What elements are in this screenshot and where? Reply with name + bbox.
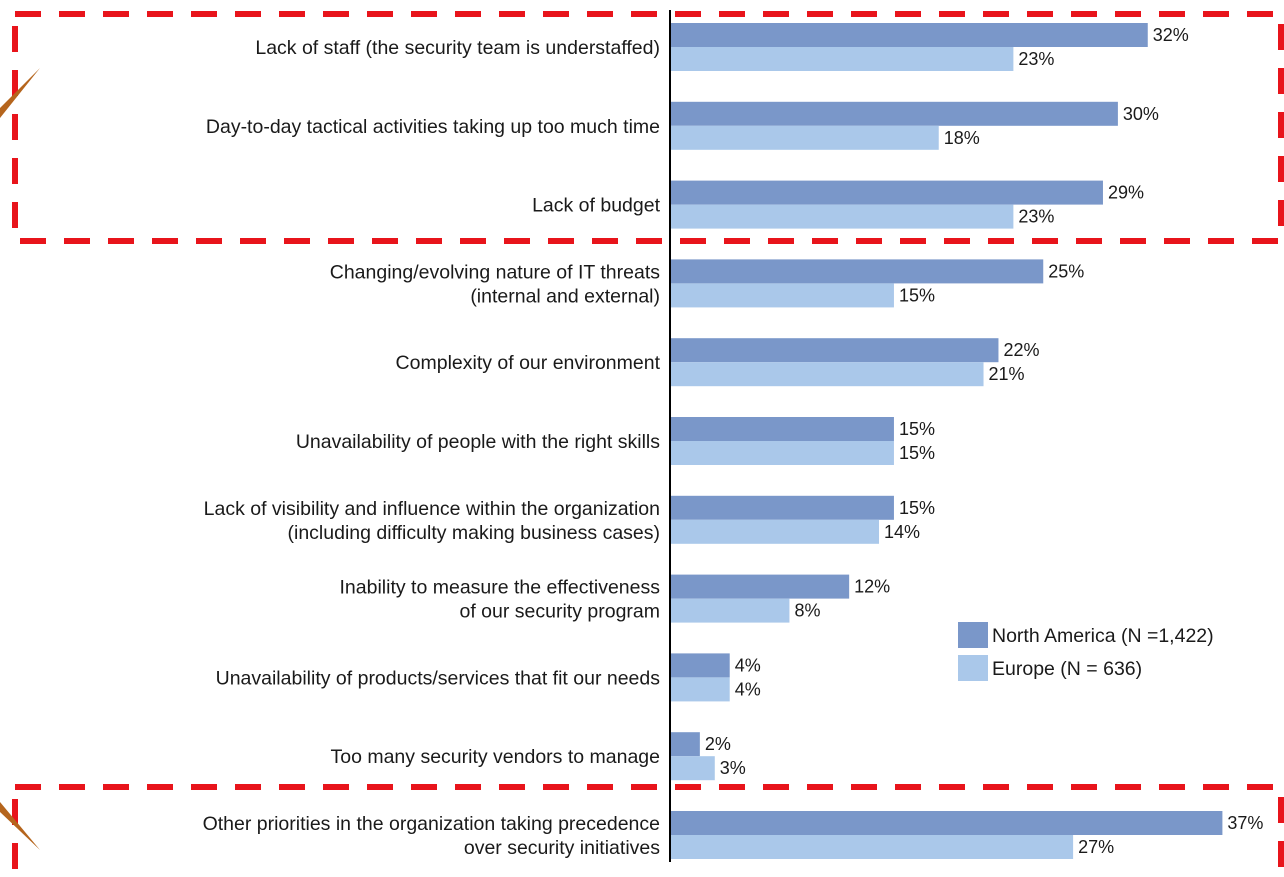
data-label: 27% [1078, 837, 1114, 857]
category-label: Changing/evolving nature of IT threats [330, 261, 661, 283]
europe-bar [670, 677, 730, 702]
legend-label-europe: Europe (N = 636) [992, 658, 1142, 680]
north-america-bar [670, 417, 894, 441]
data-label: 18% [944, 128, 980, 148]
data-label: 30% [1123, 104, 1159, 124]
north-america-bar [670, 23, 1148, 47]
europe-bar [670, 598, 790, 623]
europe-bar [670, 283, 894, 308]
data-label: 3% [720, 758, 746, 778]
europe-bar [670, 441, 894, 465]
category-label: Lack of budget [532, 195, 661, 217]
north-america-bar [670, 811, 1223, 835]
category-label: Unavailability of products/services that… [216, 667, 661, 689]
north-america-bar [670, 259, 1044, 284]
data-label: 8% [794, 601, 820, 621]
category-label: Lack of visibility and influence within … [204, 498, 660, 520]
data-label: 15% [899, 498, 935, 518]
category-label: Complexity of our environment [396, 352, 661, 374]
category-label: Unavailability of people with the right … [296, 431, 660, 453]
data-label: 23% [1018, 49, 1054, 69]
category-label: of our security program [460, 601, 661, 623]
data-label: 4% [735, 655, 761, 675]
north-america-bar [670, 495, 894, 520]
data-label: 21% [989, 364, 1025, 384]
europe-bar [670, 47, 1014, 71]
highlight-box-top [12, 11, 1284, 244]
category-label: Lack of staff (the security team is unde… [255, 37, 660, 59]
data-label: 15% [899, 419, 935, 439]
data-label: 32% [1153, 25, 1189, 45]
europe-bar [670, 125, 939, 150]
highlight-box-bottom [12, 784, 1284, 877]
north-america-bar [670, 180, 1103, 205]
north-america-bar [670, 653, 730, 678]
data-label: 15% [899, 443, 935, 463]
europe-bar [670, 519, 880, 544]
data-label: 25% [1048, 261, 1084, 281]
category-label: Other priorities in the organization tak… [203, 813, 660, 835]
category-label: (including difficulty making business ca… [288, 522, 660, 544]
north-america-bar [670, 101, 1118, 126]
europe-bar [670, 835, 1074, 859]
category-label: Inability to measure the effectiveness [340, 577, 661, 599]
north-america-bar [670, 338, 999, 363]
legend-label-north-america: North America (N =1,422) [992, 625, 1214, 647]
data-label: 12% [854, 577, 890, 597]
category-label: Day-to-day tactical activities taking up… [206, 116, 660, 138]
data-label: 4% [735, 679, 761, 699]
europe-bar [670, 204, 1014, 229]
north-america-bar [670, 732, 700, 757]
europe-bar [670, 756, 715, 781]
data-label: 23% [1018, 207, 1054, 227]
category-label: Too many security vendors to manage [330, 746, 660, 768]
europe-bar [670, 362, 984, 387]
arrow-icon [0, 802, 40, 850]
legend-swatch-north-america [958, 622, 988, 648]
data-label: 2% [705, 734, 731, 754]
north-america-bar [670, 574, 850, 599]
category-label: (internal and external) [470, 285, 660, 307]
data-label: 37% [1227, 813, 1263, 833]
data-label: 15% [899, 285, 935, 305]
data-label: 14% [884, 522, 920, 542]
arrow-icon [0, 68, 40, 118]
legend-swatch-europe [958, 655, 988, 681]
category-label: over security initiatives [464, 837, 660, 859]
data-label: 22% [1003, 340, 1039, 360]
data-label: 29% [1108, 183, 1144, 203]
